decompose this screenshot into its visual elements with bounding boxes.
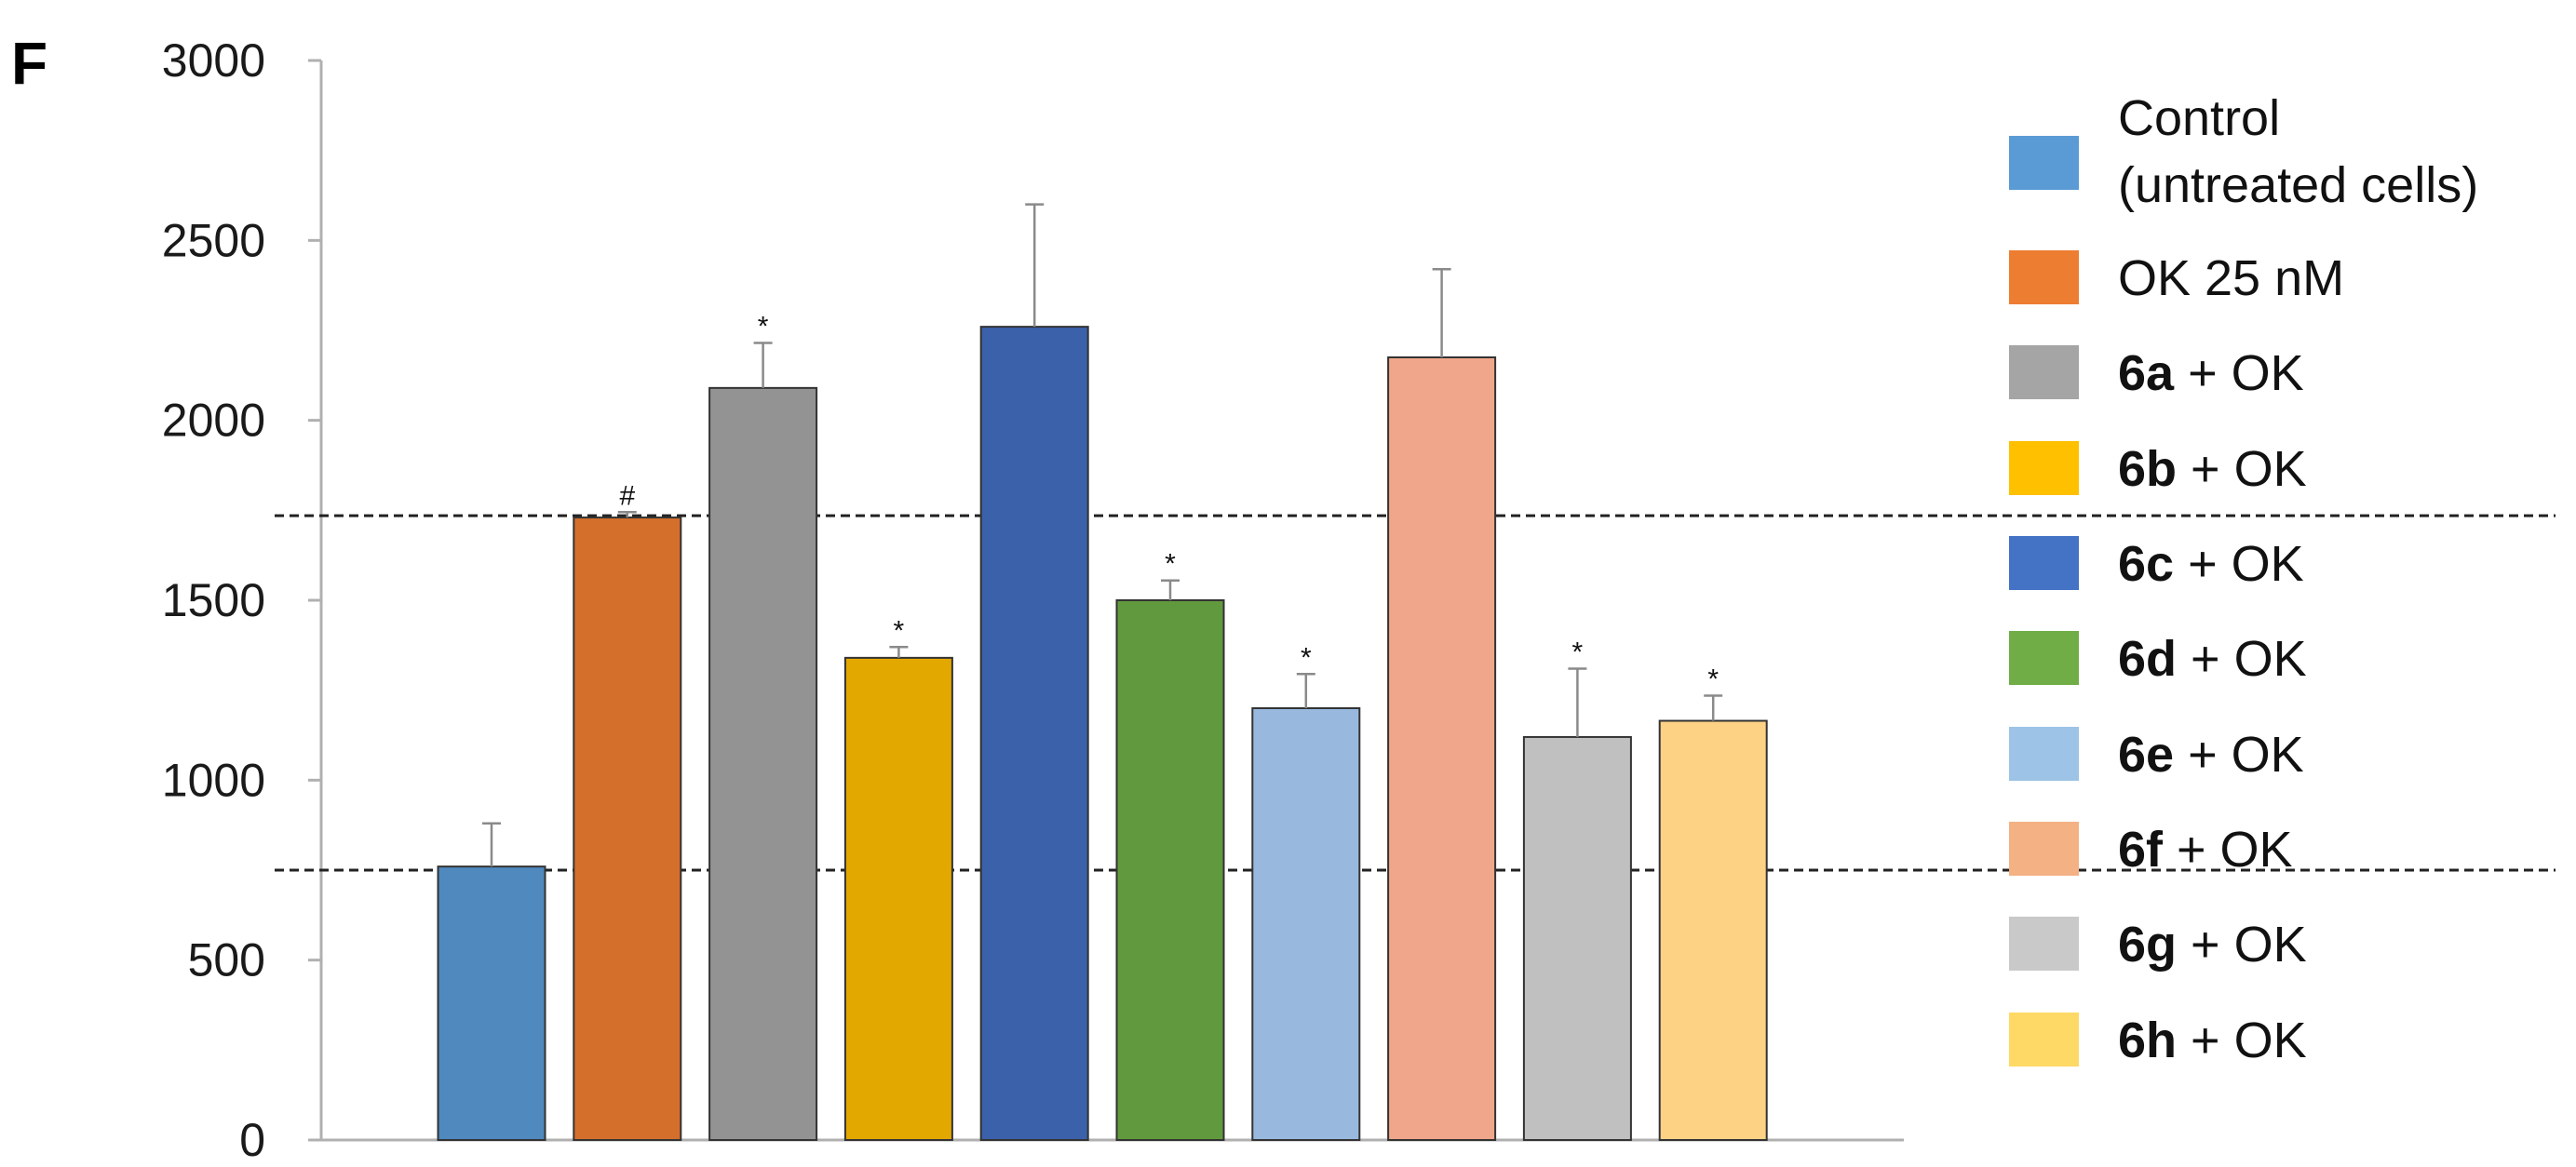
legend-treatment: + OK <box>2174 536 2304 592</box>
panel-label: F <box>11 30 47 97</box>
legend-label: 6a + OK <box>2118 345 2304 401</box>
legend-compound-id: 6g <box>2118 917 2177 972</box>
legend-swatch <box>2009 136 2079 190</box>
legend-treatment: + OK <box>2177 917 2307 972</box>
significance-mark: * <box>758 312 769 342</box>
legend-compound-id: 6c <box>2118 536 2174 592</box>
legend-treatment: + OK <box>2177 441 2307 497</box>
significance-mark: # <box>619 480 635 511</box>
significance-mark: * <box>1165 549 1176 580</box>
legend-swatch <box>2009 727 2079 781</box>
legend-label: 6h + OK <box>2118 1013 2307 1068</box>
legend-swatch <box>2009 250 2079 304</box>
legend-compound-id: 6a <box>2118 345 2175 401</box>
legend-swatch <box>2009 631 2079 685</box>
bar <box>1251 707 1361 1141</box>
bar <box>979 326 1089 1141</box>
legend-label: 6e + OK <box>2118 727 2304 783</box>
legend-compound-id: 6f <box>2118 822 2164 878</box>
y-tick-label: 0 <box>239 1114 265 1166</box>
significance-mark: * <box>1707 664 1719 694</box>
bar <box>573 516 682 1141</box>
legend-swatch <box>2009 822 2079 876</box>
bar <box>437 865 546 1142</box>
y-tick-label: 3000 <box>162 34 265 87</box>
legend-treatment: + OK <box>2174 345 2304 401</box>
legend-swatch <box>2009 441 2079 495</box>
bar <box>843 656 953 1141</box>
y-axis: 0 500 1000 1500 2000 2500 3000 <box>162 34 1904 1166</box>
legend-label: 6d + OK <box>2118 631 2307 687</box>
legend-label: 6f + OK <box>2118 822 2293 878</box>
legend-label: 6b + OK <box>2118 441 2307 497</box>
legend-swatch <box>2009 1013 2079 1066</box>
significance-mark: * <box>1301 642 1312 673</box>
significance-mark: * <box>894 615 905 646</box>
y-tick-label: 1500 <box>162 574 265 626</box>
bar <box>1387 356 1497 1141</box>
bar <box>1522 735 1632 1142</box>
legend-label: Control <box>2118 90 2280 146</box>
legend-swatch <box>2009 345 2079 399</box>
significance-mark: * <box>1572 637 1584 667</box>
legend-swatch <box>2009 536 2079 590</box>
legend-treatment: + OK <box>2177 631 2307 687</box>
legend-label: 6c + OK <box>2118 536 2304 592</box>
legend-compound-id: 6h <box>2118 1013 2177 1068</box>
y-tick-label: 2500 <box>162 214 265 266</box>
legend-compound-id: 6b <box>2118 441 2177 497</box>
legend-label: OK 25 nM <box>2118 250 2344 306</box>
y-tick-label: 1000 <box>162 754 265 806</box>
y-tick-label: 500 <box>188 934 265 986</box>
legend-swatch <box>2009 917 2079 971</box>
legend-treatment: + OK <box>2177 1013 2307 1068</box>
bar <box>1115 599 1225 1141</box>
bar <box>1658 719 1768 1141</box>
legend-treatment: + OK <box>2163 822 2293 878</box>
legend-treatment: OK 25 nM <box>2118 250 2344 306</box>
legend-compound-id: 6e <box>2118 727 2174 783</box>
legend-label: 6g + OK <box>2118 917 2307 972</box>
y-tick-label: 2000 <box>162 395 265 447</box>
legend-compound-id: 6d <box>2118 631 2177 687</box>
bars: # * * * * * * <box>437 203 1768 1142</box>
legend-label-line2: (untreated cells) <box>2118 157 2478 213</box>
legend-treatment: + OK <box>2174 727 2304 783</box>
bar <box>708 386 818 1142</box>
